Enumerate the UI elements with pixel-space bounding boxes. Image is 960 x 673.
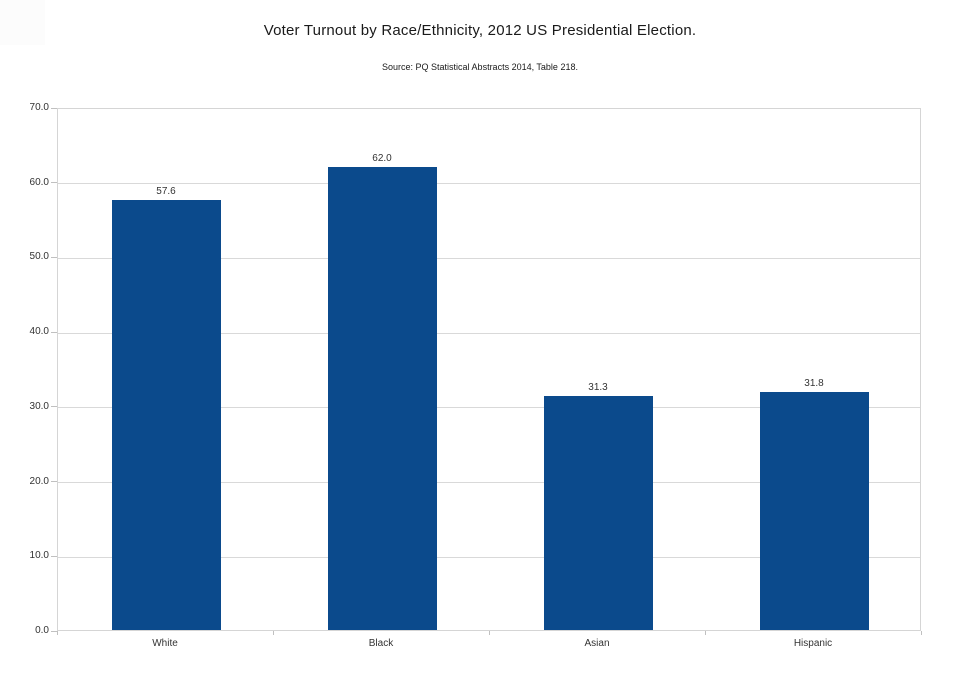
chart-title: Voter Turnout by Race/Ethnicity, 2012 US…: [263, 22, 697, 39]
y-axis-tick: [51, 331, 57, 333]
y-axis-label: 40.0: [29, 326, 49, 338]
bar-white: [111, 199, 221, 630]
x-axis-label-hispanic: Hispanic: [793, 638, 833, 649]
gridline: [58, 407, 920, 409]
y-axis-tick: [51, 256, 57, 258]
y-axis-tick: [51, 182, 57, 184]
bar-value-label: 31.3: [588, 382, 608, 394]
gridline: [58, 332, 920, 334]
y-axis-label: 60.0: [29, 176, 49, 188]
y-axis-label: 50.0: [29, 251, 49, 263]
gridline: [58, 257, 920, 259]
x-axis-tick: [920, 631, 922, 635]
x-axis-label-white: White: [152, 638, 178, 649]
y-axis-tick: [51, 406, 57, 408]
x-axis-tick: [56, 631, 58, 635]
chart-subtitle: Source: PQ Statistical Abstracts 2014, T…: [382, 62, 578, 72]
x-axis-tick: [488, 631, 490, 635]
bar-hispanic: [759, 392, 869, 630]
bar-value-label: 31.8: [804, 378, 824, 390]
y-axis-label: 70.0: [29, 102, 49, 113]
plot-area: 57.6 62.0 31.3 31.8: [57, 108, 921, 631]
y-axis-label: 10.0: [29, 550, 49, 562]
bar-value-label: 62.0: [372, 152, 392, 164]
gridline: [58, 556, 920, 558]
y-axis-tick: [51, 630, 57, 632]
gridline: [58, 482, 920, 484]
y-axis-tick: [51, 107, 57, 109]
y-axis-label: 0.0: [35, 625, 49, 636]
bar-black: [327, 166, 437, 630]
x-axis-tick: [704, 631, 706, 635]
bar-asian: [543, 396, 653, 630]
x-axis-label-asian: Asian: [584, 638, 610, 649]
corner-shade: [0, 0, 45, 45]
bar-value-label: 57.6: [156, 185, 176, 197]
y-axis-label: 20.0: [29, 475, 49, 487]
y-axis-label: 30.0: [29, 400, 49, 412]
gridline: [58, 183, 920, 185]
y-axis-tick: [51, 481, 57, 483]
x-axis-label-black: Black: [368, 638, 394, 649]
x-axis-tick: [272, 631, 274, 635]
y-axis-tick: [51, 555, 57, 557]
